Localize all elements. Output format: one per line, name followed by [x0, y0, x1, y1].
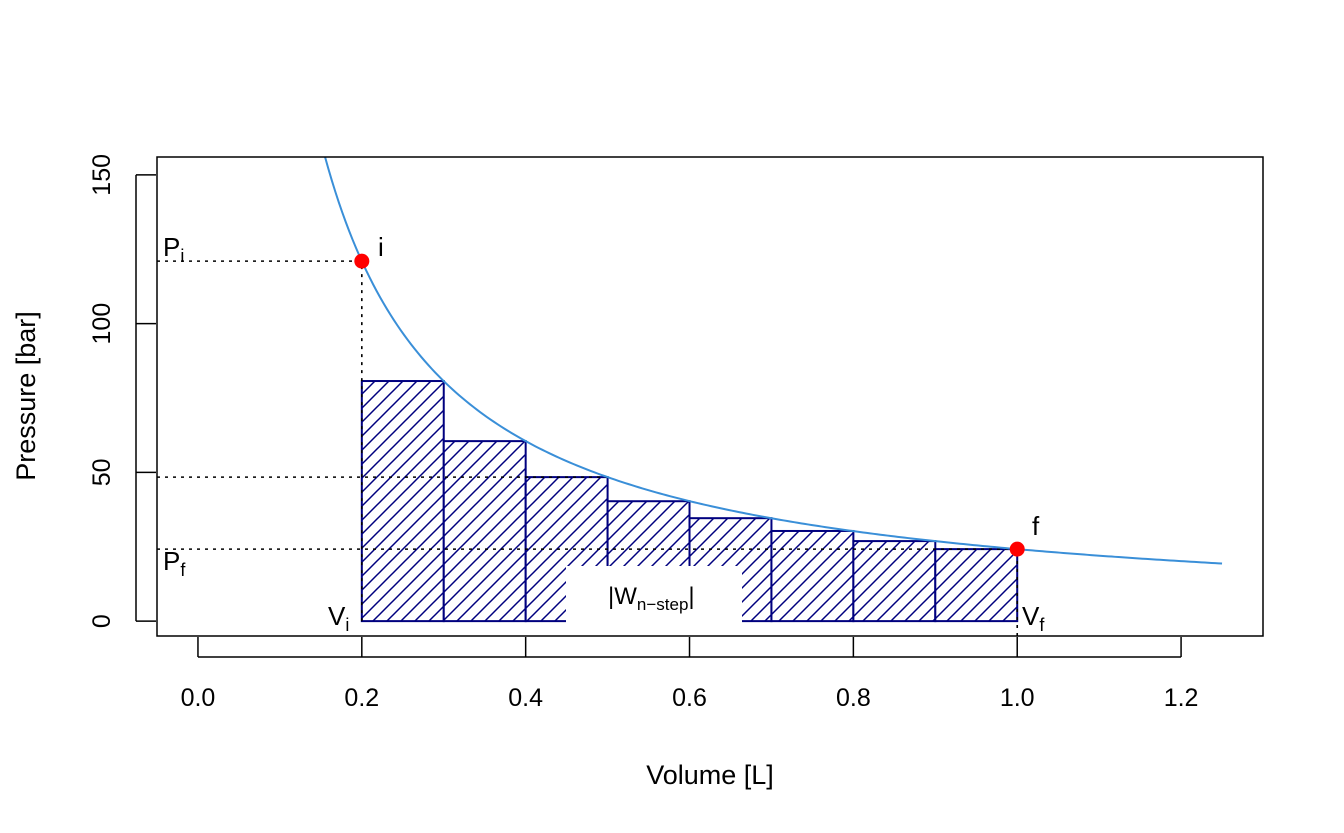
step-bar-7: [852, 540, 937, 623]
ref-label-v-i-main: V: [328, 601, 346, 631]
y-axis: 0 50 100 150: [88, 154, 156, 628]
ref-label-p-f-main: P: [163, 546, 180, 576]
y-tick-label: 100: [88, 303, 116, 345]
work-label-main: |W: [608, 583, 637, 610]
x-tick-label: 0.0: [181, 684, 216, 712]
work-label: |Wn−step|: [608, 583, 695, 614]
state-point-f: [1009, 541, 1025, 557]
isotherm-curve: [324, 157, 1223, 565]
step-bar-2: [442, 440, 527, 623]
step-bar-1: [360, 380, 445, 623]
x-tick-label: 1.2: [1164, 684, 1199, 712]
state-points: [354, 253, 1025, 557]
work-label-subscript: n−step: [637, 595, 689, 614]
ref-label-v-f-subscript: f: [1039, 615, 1045, 635]
ref-label-v-i: Vi: [328, 601, 349, 635]
x-tick-label: 0.8: [836, 684, 871, 712]
x-tick-label: 0.2: [344, 684, 379, 712]
x-tick-label: 0.4: [508, 684, 543, 712]
x-tick-label: 1.0: [1000, 684, 1035, 712]
state-point-i: [354, 253, 370, 269]
work-label-box: [566, 566, 742, 632]
y-tick-label: 0: [88, 614, 116, 628]
point-label-f: f: [1032, 511, 1040, 541]
y-axis-title: Pressure [bar]: [11, 311, 41, 481]
step-bar-6: [770, 529, 855, 623]
ref-label-v-f: Vf: [1022, 601, 1045, 635]
x-tick-label: 0.6: [672, 684, 707, 712]
plot-frame: [156, 156, 1264, 637]
ref-label-v-f-main: V: [1022, 601, 1040, 631]
ref-label-p-i-subscript: i: [180, 246, 184, 266]
ref-label-p-f: Pf: [163, 546, 186, 580]
x-axis: 0.0 0.2 0.4 0.6 0.8 1.0 1.2: [181, 637, 1199, 712]
work-label-end: |: [688, 583, 694, 610]
ref-label-p-i: Pi: [163, 232, 184, 266]
y-tick-label: 150: [88, 154, 116, 196]
ref-label-p-i-main: P: [163, 232, 180, 262]
ref-label-v-i-subscript: i: [345, 615, 349, 635]
y-tick-label: 50: [88, 458, 116, 486]
x-axis-title: Volume [L]: [646, 760, 774, 790]
point-label-i: i: [378, 232, 384, 262]
ref-label-p-f-subscript: f: [180, 560, 186, 580]
reference-lines: [157, 260, 1019, 636]
step-bar-8: [934, 548, 1019, 623]
